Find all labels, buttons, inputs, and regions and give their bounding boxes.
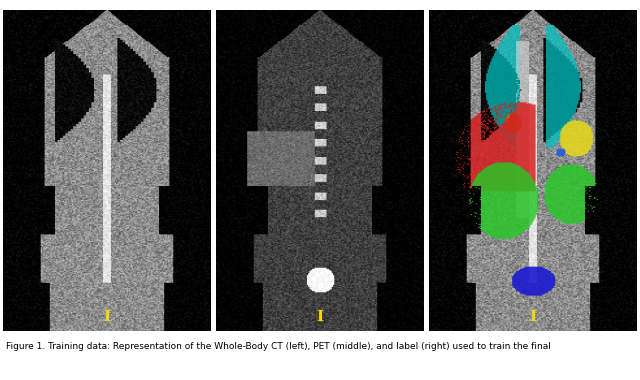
Text: I: I bbox=[104, 310, 111, 324]
Text: I: I bbox=[529, 310, 536, 324]
Text: Figure 1. Training data: Representation of the Whole-Body CT (left), PET (middle: Figure 1. Training data: Representation … bbox=[6, 342, 551, 351]
Text: I: I bbox=[316, 310, 324, 324]
